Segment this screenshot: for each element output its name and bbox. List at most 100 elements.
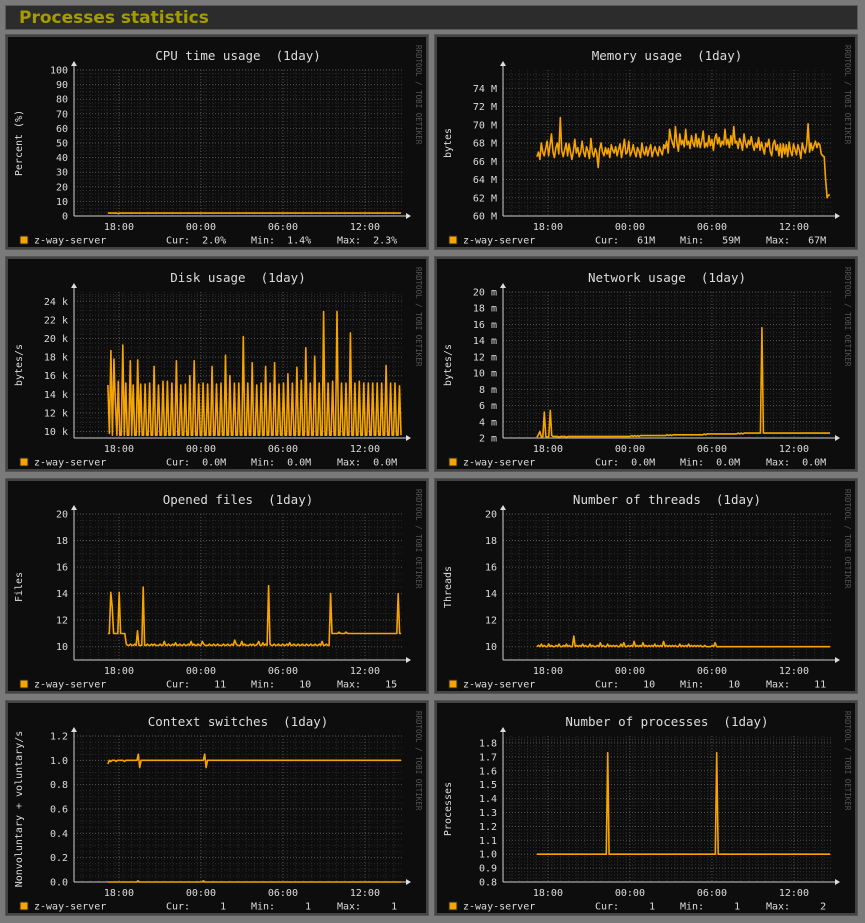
legend-swatch: [19, 235, 29, 245]
x-tick-label: 00:00: [186, 666, 216, 677]
chart-svg: 2 m 4 m 6 m 8 m 10 m 12 m 14 m 16 m 18 m 20 m 18:0…: [437, 259, 855, 469]
stat-cur: Cur: 1: [595, 902, 655, 913]
x-tick-label: 00:00: [615, 666, 645, 677]
x-tick-label: 18:00: [104, 444, 134, 455]
chart-panel-network: 2 m 4 m 6 m 8 m 10 m 12 m 14 m 16 m 18 m 20 m 18:0…: [434, 256, 858, 472]
y-tick-label: 6 m: [479, 401, 497, 412]
x-axis-arrow: [406, 879, 411, 885]
y-axis-arrow: [500, 283, 506, 288]
chart-panel-memory: 60 M 62 M 64 M 66 M 68 M 70 M 72 M 74 M 18:00 00:…: [434, 34, 858, 250]
y-tick-label: 1.8: [479, 738, 497, 749]
y-tick-label: 14 m: [473, 336, 497, 347]
y-tick-label: 0: [62, 212, 68, 223]
chart-panel-threads: 10 12 14 16 18 20 18:00 00:00 06:00 12:00 Number o…: [434, 478, 858, 694]
y-tick-label: 80: [56, 95, 68, 106]
y-tick-label: 62 M: [473, 193, 497, 204]
y-tick-label: 10: [485, 642, 497, 653]
stat-max: Max: 0.0M: [766, 458, 826, 469]
x-tick-label: 06:00: [697, 444, 727, 455]
legend-label: z-way-server: [463, 458, 535, 469]
y-axis-label: Nonvoluntary + voluntary/s: [14, 731, 25, 888]
series-line: [107, 584, 401, 647]
chart-panel-disk: 10 k 12 k 14 k 16 k 18 k 20 k 22 k 24 k 18:00 00:…: [5, 256, 429, 472]
watermark: RRDTOOL / TOBI OETIKER: [843, 267, 852, 367]
y-tick-label: 64 M: [473, 175, 497, 186]
x-tick-label: 12:00: [350, 222, 380, 233]
x-tick-label: 06:00: [697, 666, 727, 677]
legend-label: z-way-server: [463, 902, 535, 913]
y-tick-label: 60 M: [473, 212, 497, 223]
y-tick-label: 68 M: [473, 139, 497, 150]
x-tick-label: 00:00: [615, 888, 645, 899]
chart-svg: 10 k 12 k 14 k 16 k 18 k 20 k 22 k 24 k 18:00 00:…: [8, 259, 426, 469]
x-axis-arrow: [835, 213, 840, 219]
y-tick-label: 0.4: [50, 829, 68, 840]
x-tick-label: 06:00: [268, 666, 298, 677]
y-tick-label: 100: [50, 66, 68, 77]
y-tick-label: 10: [56, 197, 68, 208]
y-tick-label: 14 k: [44, 390, 68, 401]
x-tick-label: 12:00: [779, 666, 809, 677]
chart-title: Memory usage (1day): [592, 48, 743, 63]
x-tick-label: 18:00: [104, 888, 134, 899]
page-header: Processes statistics: [5, 5, 858, 30]
watermark: RRDTOOL / TOBI OETIKER: [414, 711, 423, 811]
y-tick-label: 70: [56, 109, 68, 120]
y-tick-label: 74 M: [473, 84, 497, 95]
legend-label: z-way-server: [34, 458, 106, 469]
y-tick-label: 0.6: [50, 805, 68, 816]
y-axis-label: Processes: [443, 782, 454, 836]
legend-swatch: [448, 901, 458, 911]
y-axis-arrow: [71, 727, 77, 732]
stat-cur: Cur: 0.0M: [166, 458, 226, 469]
y-tick-label: 20: [56, 182, 68, 193]
y-tick-label: 90: [56, 80, 68, 91]
stat-max: Max: 2.3%: [337, 236, 397, 247]
x-tick-label: 06:00: [697, 222, 727, 233]
y-axis-label: Threads: [443, 566, 454, 608]
y-tick-label: 0.9: [479, 864, 497, 875]
series-line: [536, 635, 830, 648]
watermark: RRDTOOL / TOBI OETIKER: [414, 489, 423, 589]
y-tick-label: 12 m: [473, 352, 497, 363]
y-tick-label: 1.6: [479, 766, 497, 777]
x-tick-label: 18:00: [533, 888, 563, 899]
y-tick-label: 12 k: [44, 408, 68, 419]
y-tick-label: 16: [485, 563, 497, 574]
x-tick-label: 18:00: [104, 222, 134, 233]
y-axis-label: Files: [14, 572, 25, 602]
y-tick-label: 8 m: [479, 385, 497, 396]
y-axis-arrow: [500, 505, 506, 510]
stat-cur: Cur: 0.0M: [595, 458, 655, 469]
x-axis-arrow: [406, 213, 411, 219]
y-tick-label: 1.3: [479, 808, 497, 819]
y-tick-label: 18 m: [473, 304, 497, 315]
y-tick-label: 30: [56, 168, 68, 179]
legend-label: z-way-server: [34, 680, 106, 691]
series-line: [107, 753, 401, 769]
y-tick-label: 1.5: [479, 780, 497, 791]
y-tick-label: 20 k: [44, 334, 68, 345]
x-tick-label: 18:00: [533, 444, 563, 455]
y-tick-label: 40: [56, 153, 68, 164]
y-tick-label: 18: [485, 536, 497, 547]
stat-max: Max: 11: [766, 680, 826, 691]
chart-panel-cpu: 0 10 20 30 40 50 60 70 80 90 100 18:00 00:00 06:00 12:…: [5, 34, 429, 250]
stat-max: Max: 1: [337, 902, 397, 913]
y-tick-label: 4 m: [479, 417, 497, 428]
x-tick-label: 18:00: [104, 666, 134, 677]
legend-label: z-way-server: [34, 236, 106, 247]
page-title: Processes statistics: [19, 8, 209, 28]
y-tick-label: 60: [56, 124, 68, 135]
x-tick-label: 18:00: [533, 222, 563, 233]
chart-svg: 10 12 14 16 18 20 18:00 00:00 06:00 12:00 Number o…: [437, 481, 855, 691]
watermark: RRDTOOL / TOBI OETIKER: [843, 711, 852, 811]
y-tick-label: 14: [485, 589, 497, 600]
y-tick-label: 50: [56, 139, 68, 150]
y-tick-label: 10: [56, 642, 68, 653]
legend-swatch: [19, 457, 29, 467]
chart-title: Number of processes (1day): [565, 714, 768, 729]
x-tick-label: 06:00: [268, 222, 298, 233]
chart-svg: 0 10 20 30 40 50 60 70 80 90 100 18:00 00:00 06:00 12:…: [8, 37, 426, 247]
y-tick-label: 12: [56, 616, 68, 627]
